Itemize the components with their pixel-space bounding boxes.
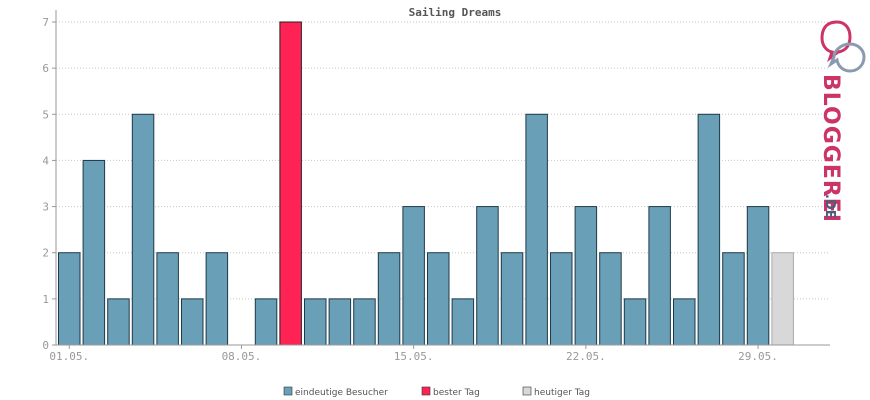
legend-swatch-visitor xyxy=(283,386,293,396)
legend: eindeutige Besucher bester Tag heutiger Ta… xyxy=(283,386,590,398)
bloggerei-logo: BLOGGEREI .DE xyxy=(818,20,866,223)
legend-label-visitor: eindeutige Besucher xyxy=(295,388,388,398)
chart-title: Sailing Dreams xyxy=(409,6,502,19)
bar-best xyxy=(279,21,302,346)
bar-visitor xyxy=(402,206,425,346)
bar-visitor xyxy=(107,298,130,346)
bar-visitor xyxy=(131,113,155,346)
x-tick-labels: 01.05. 08.05. 15.05. 22.05. 29.05. xyxy=(49,345,778,363)
x-tick-label: 15.05. xyxy=(394,350,434,363)
bar-visitor xyxy=(353,298,376,346)
bar-visitor xyxy=(205,252,229,346)
bar-visitor xyxy=(673,298,696,346)
y-tick-label: 6 xyxy=(42,62,49,75)
y-tick-label: 1 xyxy=(42,293,49,306)
bar-today xyxy=(771,252,794,346)
legend-label-today: heutiger Tag xyxy=(534,388,590,398)
brand-suffix: .DE xyxy=(822,194,837,219)
x-tick-label: 01.05. xyxy=(49,350,89,363)
x-tick-label: 22.05. xyxy=(566,350,606,363)
y-tick-label: 0 xyxy=(42,339,49,352)
bar-visitor xyxy=(525,113,548,346)
bar-visitor xyxy=(722,252,745,346)
x-tick-label: 29.05. xyxy=(738,350,778,363)
bar-visitor xyxy=(550,252,573,346)
bar-visitor xyxy=(181,298,204,346)
bar-visitor xyxy=(328,298,352,346)
bars xyxy=(58,21,794,346)
legend-swatch-today xyxy=(522,386,532,396)
bar-visitor xyxy=(500,252,524,346)
axes xyxy=(55,10,830,346)
bar-visitor xyxy=(746,206,770,346)
bar-visitor xyxy=(623,298,647,346)
bar-visitor xyxy=(58,252,81,346)
bar-visitor xyxy=(697,113,721,346)
y-tick-label: 5 xyxy=(42,108,49,121)
bar-visitor xyxy=(156,252,179,346)
y-tick-label: 2 xyxy=(42,247,49,260)
bar-visitor xyxy=(574,206,598,346)
speech-bubbles-icon xyxy=(820,20,866,73)
bar-visitor xyxy=(648,206,671,346)
legend-swatch-best xyxy=(421,386,431,396)
brand-name: BLOGGEREI xyxy=(818,74,843,223)
bar-visitor xyxy=(427,252,450,346)
bar-visitor xyxy=(304,298,327,346)
y-tick-labels: 0 1 2 3 4 5 6 7 xyxy=(42,16,49,352)
bar-visitor xyxy=(451,298,475,346)
bar-visitor xyxy=(476,206,499,346)
bar-visitor xyxy=(82,159,106,346)
bar-visitor xyxy=(599,252,622,346)
y-tick-label: 7 xyxy=(42,16,49,29)
bar-visitor xyxy=(377,252,401,346)
y-tick-label: 3 xyxy=(42,201,49,214)
bar-visitor xyxy=(254,298,278,346)
legend-label-best: bester Tag xyxy=(433,388,480,398)
x-tick-label: 08.05. xyxy=(222,350,262,363)
y-tick-label: 4 xyxy=(42,154,49,167)
